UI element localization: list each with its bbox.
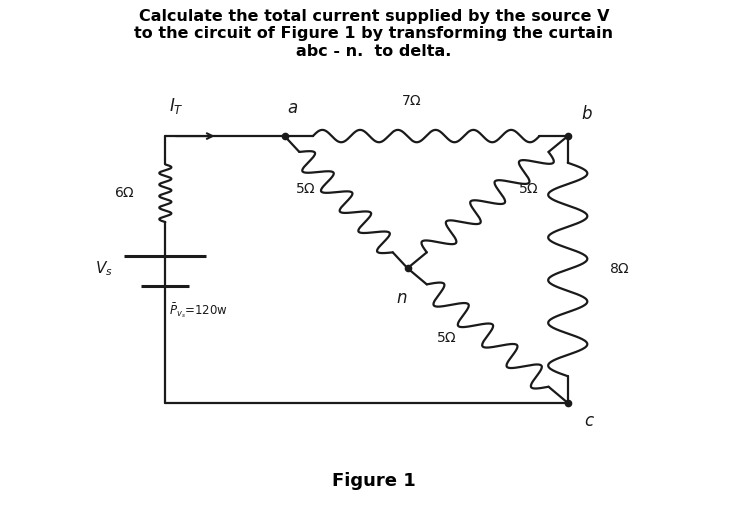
Text: c: c xyxy=(584,412,593,430)
Text: a: a xyxy=(287,99,297,117)
Text: Figure 1: Figure 1 xyxy=(332,472,416,490)
Text: $6\Omega$: $6\Omega$ xyxy=(114,186,135,200)
Text: $7\Omega$: $7\Omega$ xyxy=(401,94,422,108)
Text: $5\Omega$: $5\Omega$ xyxy=(436,331,457,345)
Text: $V_s$: $V_s$ xyxy=(96,259,113,277)
Text: $8\Omega$: $8\Omega$ xyxy=(609,263,630,276)
Text: b: b xyxy=(581,105,592,123)
Text: Calculate the total current supplied by the source V
to the circuit of Figure 1 : Calculate the total current supplied by … xyxy=(135,9,613,59)
Text: n: n xyxy=(396,289,407,307)
Text: $\bar{P}_{v_s}$=120w: $\bar{P}_{v_s}$=120w xyxy=(169,301,228,320)
Text: $I_T$: $I_T$ xyxy=(169,96,184,115)
Text: $5\Omega$: $5\Omega$ xyxy=(295,182,316,196)
Text: $5\Omega$: $5\Omega$ xyxy=(518,182,539,196)
